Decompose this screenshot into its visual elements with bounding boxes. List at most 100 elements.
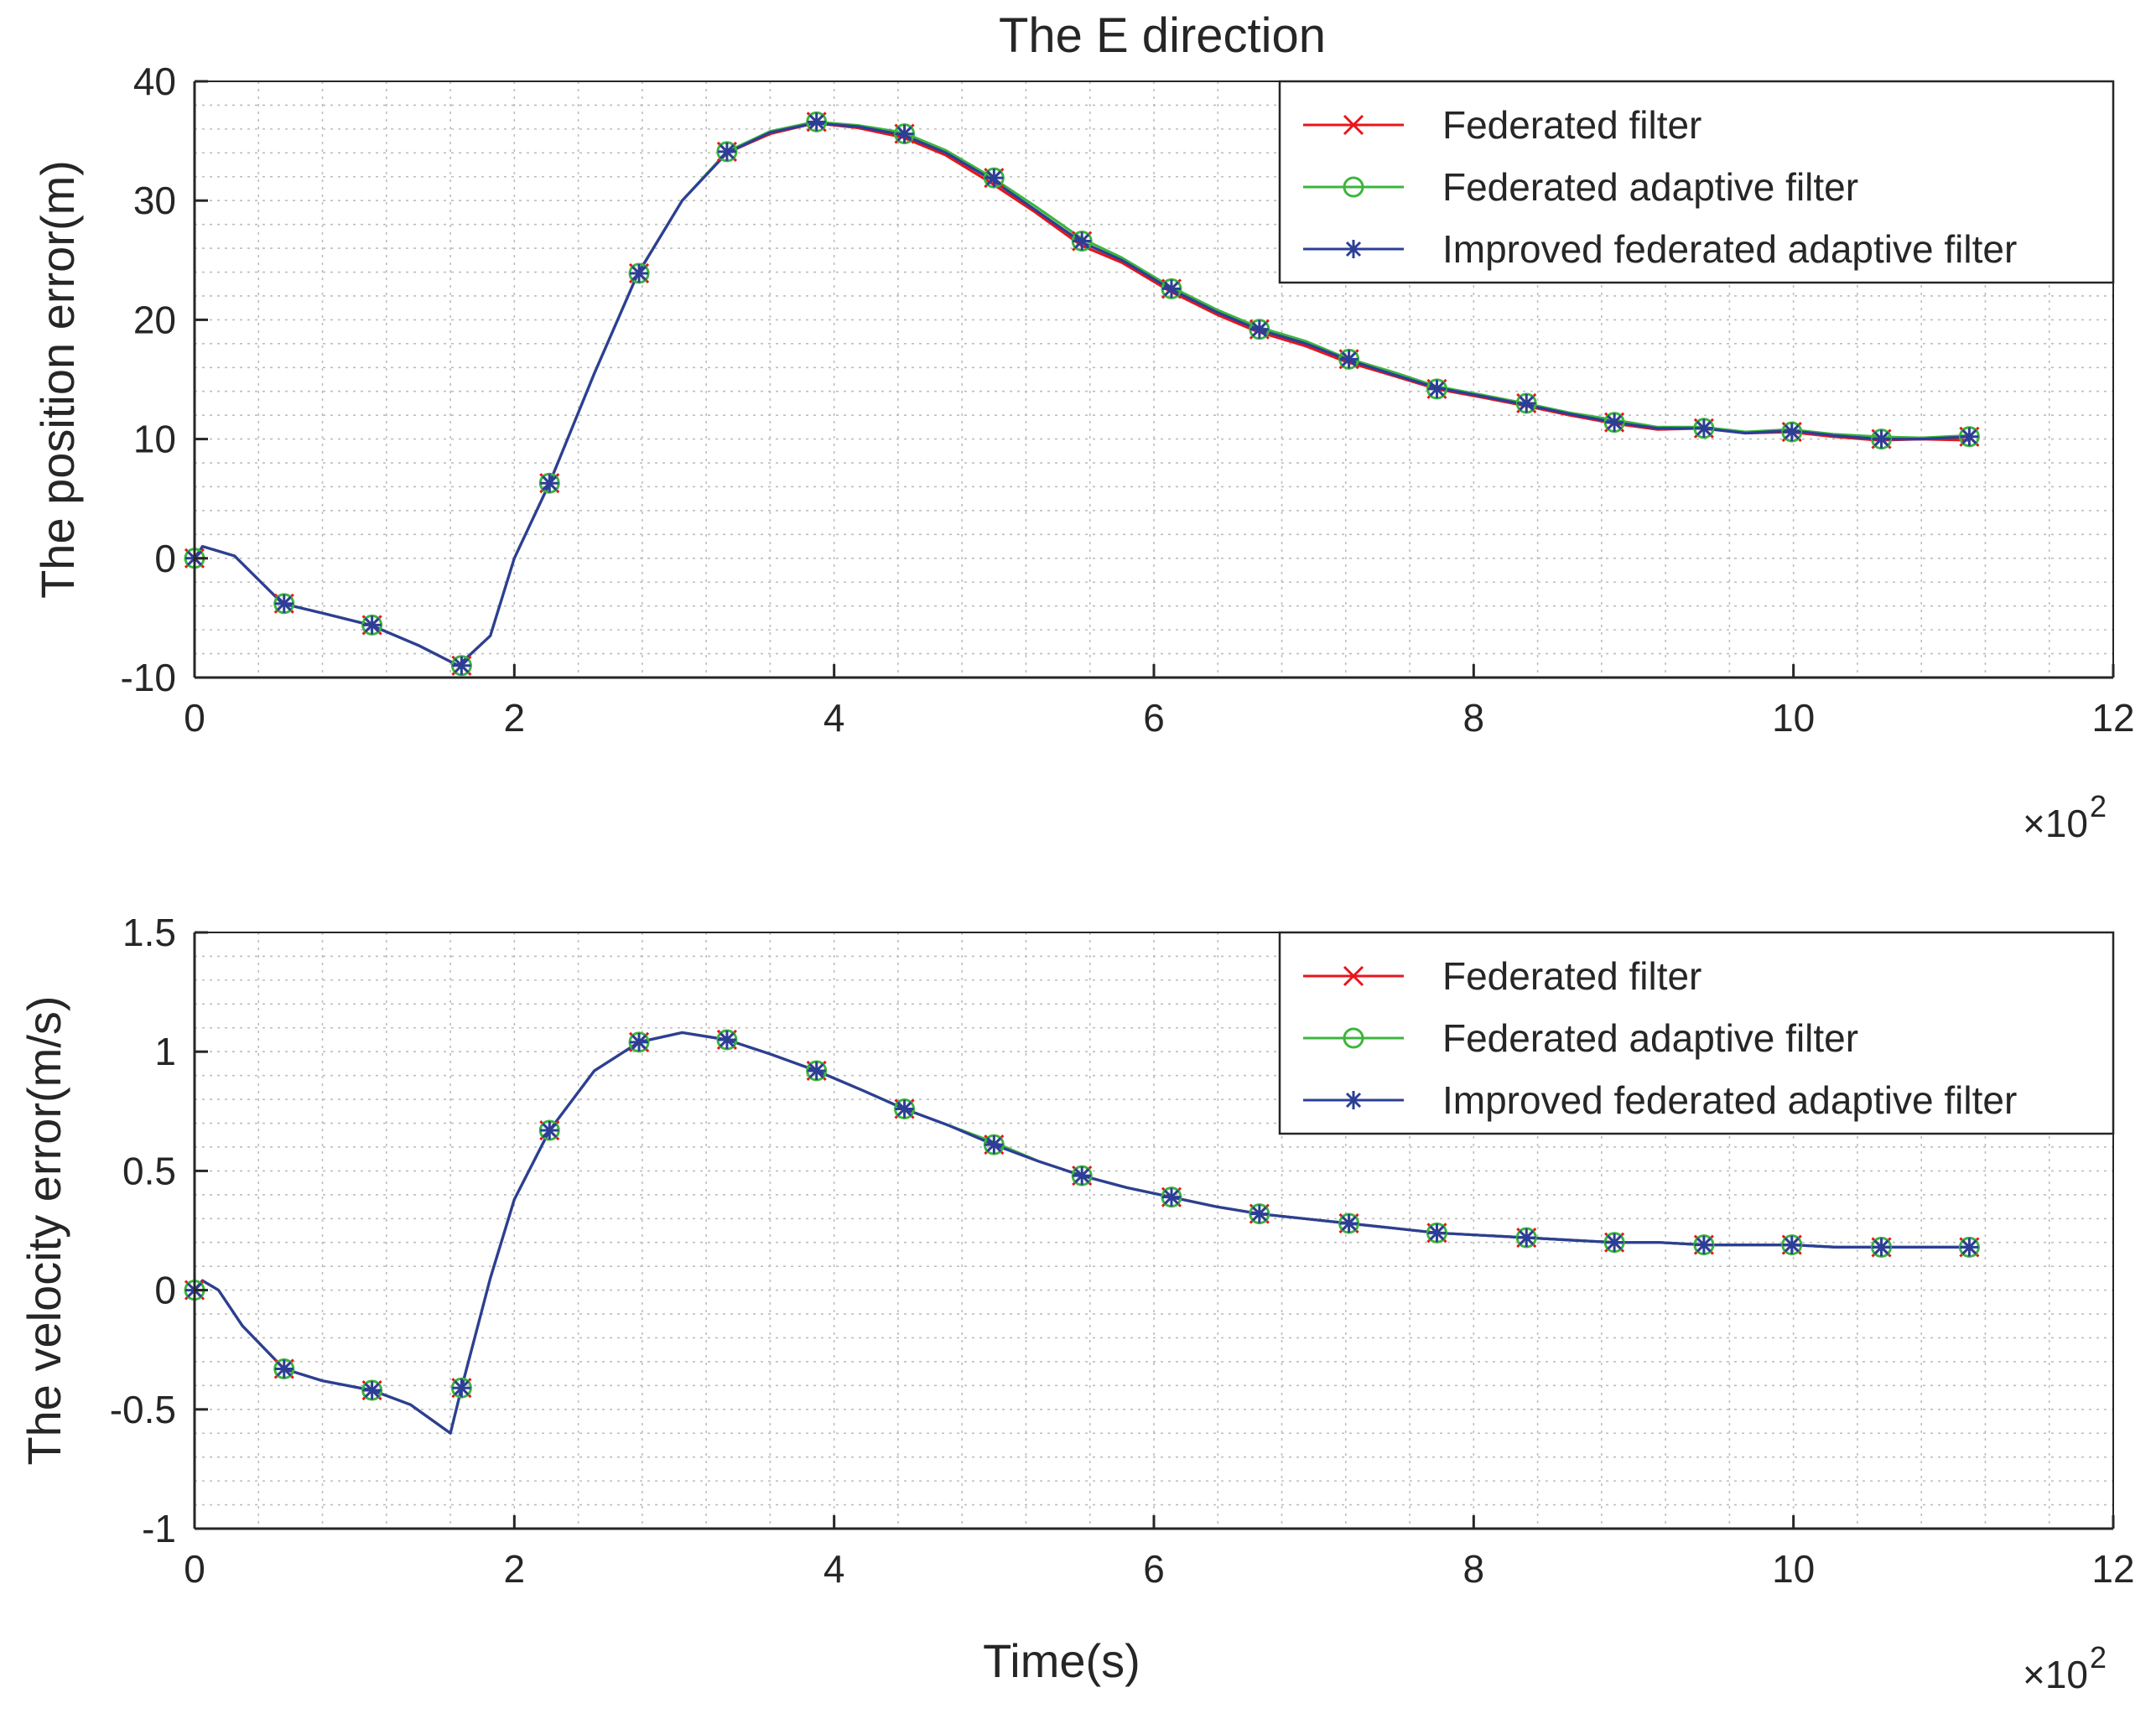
markers [184, 1029, 1980, 1401]
y-axis-label: The position error(m) [31, 160, 84, 599]
data-marker-star [1782, 423, 1801, 442]
data-marker-star [1872, 429, 1891, 449]
data-marker-star [1872, 1238, 1891, 1257]
legend-item[interactable]: Federated filter [1303, 103, 1701, 147]
figure-title: The E direction [999, 8, 1326, 63]
data-marker-star [1517, 1228, 1536, 1248]
data-marker-star [1782, 1235, 1801, 1254]
data-marker-star [895, 124, 914, 143]
legend-item[interactable]: Federated adaptive filter [1303, 165, 1858, 209]
data-marker-star [540, 1121, 559, 1140]
x-tick-label: 2 [504, 696, 526, 740]
legend-marker-icon [1343, 114, 1364, 136]
x-tick-label: 12 [2091, 696, 2134, 740]
x-axis-label: Time(s) [983, 1634, 1140, 1687]
x-tick-label: 10 [1772, 696, 1815, 740]
x-exponent-label: ×10 [2023, 1653, 2088, 1696]
x-tick-label: 12 [2091, 1547, 2134, 1591]
legend-label: Federated filter [1442, 954, 1701, 998]
data-marker-star [274, 594, 294, 613]
legend-label: Federated adaptive filter [1442, 165, 1858, 209]
x-tick-label: 4 [823, 696, 845, 740]
x-tick-label: 6 [1143, 696, 1165, 740]
y-tick-label: 0.5 [122, 1149, 176, 1192]
data-marker-star [362, 1381, 382, 1400]
x-tick-label: 8 [1463, 1547, 1485, 1591]
y-tick-label: 20 [133, 298, 176, 341]
x-tick-label: 2 [504, 1547, 526, 1591]
data-marker-star [1161, 279, 1181, 299]
data-marker-star [984, 1135, 1004, 1155]
data-marker-star [274, 1359, 294, 1379]
legend-label: Improved federated adaptive filter [1442, 1078, 2017, 1122]
data-marker-star [1960, 1238, 1979, 1257]
data-marker-star [452, 1379, 471, 1398]
data-marker-star [540, 474, 559, 493]
y-tick-label: 0 [154, 1269, 176, 1312]
y-tick-label: -0.5 [110, 1388, 176, 1431]
y-tick-label: -1 [142, 1507, 176, 1550]
x-tick-label: 4 [823, 1547, 845, 1591]
legend[interactable]: Federated filter Federated adaptive filte… [1278, 80, 2115, 284]
legend-box [1278, 80, 2115, 284]
legend-item[interactable]: Federated filter [1303, 954, 1701, 998]
y-tick-label: 1.5 [122, 911, 176, 954]
data-marker-star [807, 112, 826, 132]
legend-marker-icon [1344, 240, 1363, 258]
data-marker-star [1073, 231, 1092, 251]
x-tick-label: 10 [1772, 1547, 1815, 1591]
data-marker-star [717, 1030, 736, 1049]
x-tick-label: 0 [184, 1547, 205, 1591]
legend-item[interactable]: Improved federated adaptive filter [1303, 227, 2017, 271]
data-marker-star [1161, 1187, 1181, 1207]
data-marker-star [1517, 393, 1536, 413]
x-exponent-label: ×10 [2023, 802, 2088, 845]
y-tick-label: 30 [133, 179, 176, 222]
x-tick-label: 8 [1463, 696, 1485, 740]
data-marker-star [1694, 418, 1713, 438]
data-marker-star [1073, 1166, 1092, 1186]
data-marker-star [717, 142, 736, 161]
legend-marker-icon [1343, 965, 1364, 987]
data-marker-star [1960, 427, 1979, 446]
data-marker-star [630, 263, 649, 283]
data-marker-star [1249, 319, 1269, 339]
x-exponent-power: 2 [2090, 1640, 2107, 1675]
legend-marker-icon [1344, 1091, 1363, 1109]
data-marker-star [452, 656, 471, 675]
legend-label: Federated adaptive filter [1442, 1016, 1858, 1060]
y-axis-label: The velocity error(m/s) [18, 995, 70, 1465]
data-marker-star [630, 1032, 649, 1052]
data-marker-star [1694, 1235, 1713, 1254]
legend-box [1278, 931, 2115, 1135]
y-tick-label: 10 [133, 418, 176, 461]
legend-label: Federated filter [1442, 103, 1701, 147]
data-marker-star [1605, 1233, 1624, 1252]
legend[interactable]: Federated filter Federated adaptive filte… [1278, 931, 2115, 1135]
data-marker-star [1249, 1204, 1269, 1223]
x-exponent-power: 2 [2090, 789, 2107, 823]
data-marker-star [1339, 1213, 1359, 1233]
data-marker-star [1427, 1223, 1447, 1243]
data-marker-star [807, 1061, 826, 1080]
legend-item[interactable]: Federated adaptive filter [1303, 1016, 1858, 1060]
data-marker-star [362, 615, 382, 635]
x-tick-label: 6 [1143, 1547, 1165, 1591]
legend-marker-icon [1343, 176, 1364, 198]
legend-item[interactable]: Improved federated adaptive filter [1303, 1078, 2017, 1122]
x-tick-label: 0 [184, 696, 205, 740]
y-tick-label: 0 [154, 537, 176, 580]
y-tick-label: 40 [133, 60, 176, 103]
data-marker-star [984, 169, 1004, 188]
legend-label: Improved federated adaptive filter [1442, 227, 2017, 271]
data-marker-star [1605, 413, 1624, 432]
data-marker-star [895, 1099, 914, 1119]
data-marker-star [1427, 379, 1447, 398]
data-marker-star [1339, 350, 1359, 369]
legend-marker-icon [1343, 1027, 1364, 1049]
markers [184, 111, 1980, 677]
y-tick-label: 1 [154, 1030, 176, 1073]
